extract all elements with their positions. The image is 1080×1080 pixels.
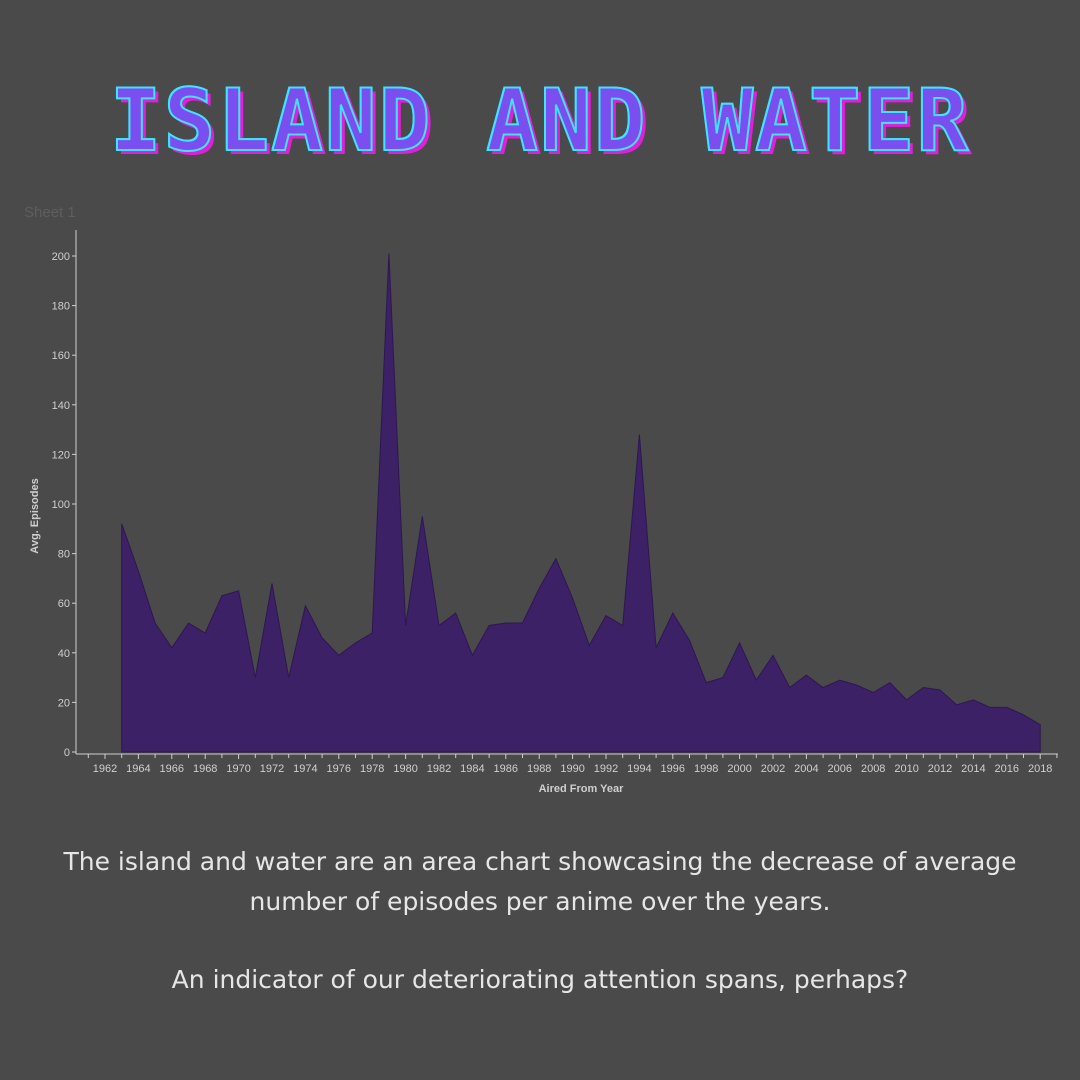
x-tick-label: 1988: [527, 763, 551, 775]
y-tick-label: 180: [52, 301, 70, 313]
x-tick-label: 1966: [160, 763, 184, 775]
x-tick-label: 1962: [93, 763, 117, 775]
page-title: ISLAND AND WATER: [109, 71, 971, 171]
x-tick-label: 1986: [494, 763, 518, 775]
x-tick-label: 1994: [627, 763, 651, 775]
y-tick-label: 60: [58, 598, 70, 610]
x-axis-title: Aired From Year: [539, 783, 624, 795]
x-tick-label: 1964: [126, 763, 150, 775]
x-tick-label: 2018: [1028, 763, 1052, 775]
x-tick-label: 1980: [393, 763, 417, 775]
y-tick-label: 140: [52, 400, 70, 412]
x-tick-label: 1972: [260, 763, 284, 775]
y-tick-label: 0: [64, 747, 70, 759]
axes: 0 20 40 60 80 100 120 140 160 180 200 1962 1964 1966 1…: [29, 230, 1058, 795]
y-tick-label: 200: [52, 251, 70, 263]
y-tick-label: 160: [52, 350, 70, 362]
x-tick-label: 1976: [327, 763, 351, 775]
y-tick-label: 40: [58, 648, 70, 660]
x-tick-label: 2016: [995, 763, 1019, 775]
x-tick-label: 2000: [727, 763, 751, 775]
y-tick-label: 20: [58, 697, 70, 709]
x-tick-label: 1978: [360, 763, 384, 775]
x-tick-label: 1974: [293, 763, 317, 775]
x-tick-label: 1968: [193, 763, 217, 775]
y-tick-label: 120: [52, 449, 70, 461]
caption-line-2: An indicator of our deteriorating attent…: [171, 965, 909, 994]
x-tick-label: 1992: [594, 763, 618, 775]
x-tick-label: 1970: [226, 763, 250, 775]
y-tick-label: 80: [58, 549, 70, 561]
x-tick-label: 2008: [861, 763, 885, 775]
x-tick-label: 2014: [961, 763, 985, 775]
x-tick-label: 2002: [761, 763, 785, 775]
caption: The island and water are an area chart s…: [40, 842, 1040, 1000]
x-tick-label: 1998: [694, 763, 718, 775]
area-series: [121, 253, 1041, 753]
area-chart: 0 20 40 60 80 100 120 140 160 180 200 1962 1964 1966 1…: [29, 230, 1058, 795]
x-tick-label: 2012: [928, 763, 952, 775]
plot-area: [121, 253, 1041, 753]
x-tick-label: 1982: [427, 763, 451, 775]
x-tick-label: 1996: [661, 763, 685, 775]
sheet-label: Sheet 1: [24, 204, 76, 218]
x-tick-label: 2004: [794, 763, 818, 775]
x-tick-label: 1990: [560, 763, 584, 775]
y-axis-title: Avg. Episodes: [29, 478, 41, 553]
x-tick-label: 2006: [828, 763, 852, 775]
caption-line-1: The island and water are an area chart s…: [63, 847, 1017, 916]
x-tick-label: 1984: [460, 763, 484, 775]
x-tick-label: 2010: [894, 763, 918, 775]
y-tick-label: 100: [52, 499, 70, 511]
